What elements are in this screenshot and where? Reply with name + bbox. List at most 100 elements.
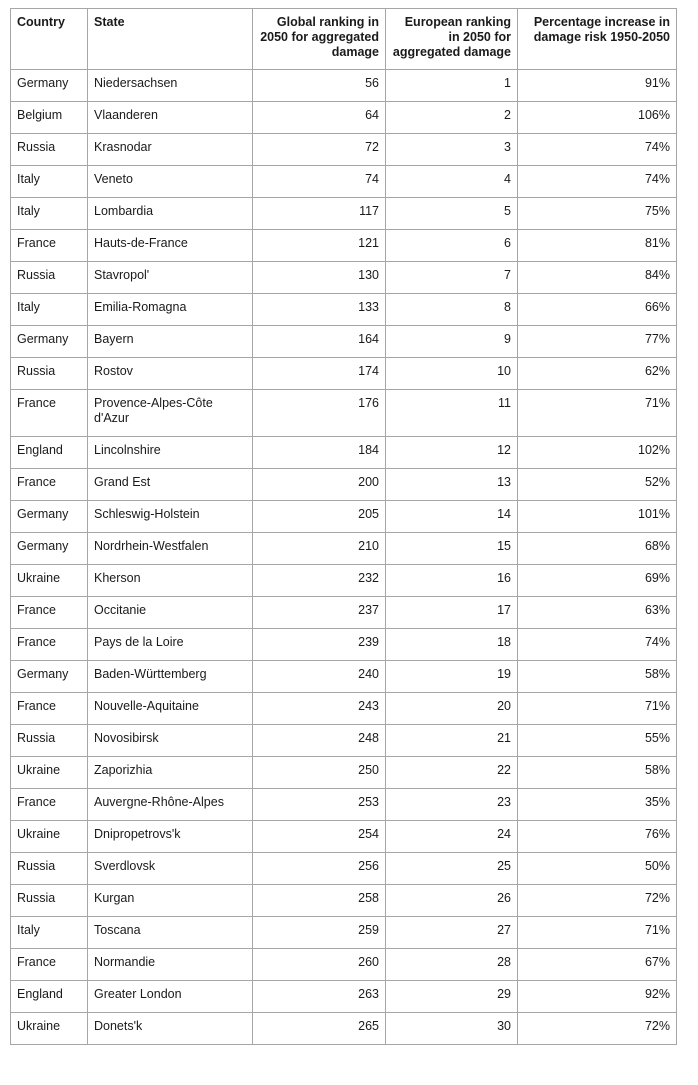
european-rank-cell: 8 (385, 293, 518, 326)
table-row: Ukraine Kherson 232 16 69% (10, 564, 677, 597)
european-rank-cell: 7 (385, 261, 518, 294)
table-row: Germany Baden-Württemberg 240 19 58% (10, 660, 677, 693)
percent-increase-cell: 102% (517, 436, 677, 469)
european-rank-cell: 26 (385, 884, 518, 917)
global-rank-cell: 260 (252, 948, 386, 981)
global-rank-cell: 237 (252, 596, 386, 629)
state-cell: Schleswig-Holstein (87, 500, 253, 533)
european-rank-cell: 19 (385, 660, 518, 693)
percent-increase-cell: 77% (517, 325, 677, 358)
european-rank-cell: 22 (385, 756, 518, 789)
table-header: Country State Global ranking in 2050 for… (10, 8, 677, 70)
table-row: France Hauts-de-France 121 6 81% (10, 229, 677, 262)
country-cell: France (10, 468, 88, 501)
european-rank-cell: 25 (385, 852, 518, 885)
state-cell: Kherson (87, 564, 253, 597)
global-rank-cell: 258 (252, 884, 386, 917)
state-cell: Normandie (87, 948, 253, 981)
state-cell: Emilia-Romagna (87, 293, 253, 326)
state-cell: Nouvelle-Aquitaine (87, 692, 253, 725)
table-row: France Auvergne-Rhône-Alpes 253 23 35% (10, 788, 677, 821)
country-cell: Ukraine (10, 756, 88, 789)
percent-increase-cell: 81% (517, 229, 677, 262)
global-rank-cell: 210 (252, 532, 386, 565)
european-rank-cell: 27 (385, 916, 518, 949)
global-rank-cell: 164 (252, 325, 386, 358)
country-cell: Russia (10, 261, 88, 294)
global-rank-cell: 250 (252, 756, 386, 789)
global-rank-cell: 72 (252, 133, 386, 166)
european-rank-cell: 21 (385, 724, 518, 757)
percent-increase-cell: 74% (517, 165, 677, 198)
country-cell: Germany (10, 500, 88, 533)
table-row: Russia Rostov 174 10 62% (10, 357, 677, 390)
state-cell: Stavropol' (87, 261, 253, 294)
european-rank-cell: 16 (385, 564, 518, 597)
global-rank-cell: 174 (252, 357, 386, 390)
table-row: Germany Bayern 164 9 77% (10, 325, 677, 358)
global-rank-cell: 176 (252, 389, 386, 437)
country-cell: Germany (10, 325, 88, 358)
country-cell: France (10, 788, 88, 821)
table-row: Russia Novosibirsk 248 21 55% (10, 724, 677, 757)
european-rank-cell: 11 (385, 389, 518, 437)
country-cell: Ukraine (10, 564, 88, 597)
table-row: Russia Kurgan 258 26 72% (10, 884, 677, 917)
state-cell: Provence-Alpes-Côte d'Azur (87, 389, 253, 437)
european-rank-cell: 24 (385, 820, 518, 853)
percent-increase-cell: 74% (517, 628, 677, 661)
header-row: Country State Global ranking in 2050 for… (10, 8, 677, 70)
european-rank-cell: 2 (385, 101, 518, 134)
country-cell: England (10, 436, 88, 469)
european-rank-cell: 13 (385, 468, 518, 501)
european-rank-cell: 10 (385, 357, 518, 390)
country-cell: England (10, 980, 88, 1013)
column-header-country: Country (10, 8, 88, 70)
country-cell: Germany (10, 532, 88, 565)
state-cell: Lincolnshire (87, 436, 253, 469)
rankings-table: Country State Global ranking in 2050 for… (10, 8, 677, 1045)
global-rank-cell: 64 (252, 101, 386, 134)
global-rank-cell: 184 (252, 436, 386, 469)
state-cell: Lombardia (87, 197, 253, 230)
european-rank-cell: 6 (385, 229, 518, 262)
column-header-european-ranking: European ranking in 2050 for aggregated … (385, 8, 518, 70)
european-rank-cell: 23 (385, 788, 518, 821)
country-cell: France (10, 596, 88, 629)
european-rank-cell: 3 (385, 133, 518, 166)
european-rank-cell: 29 (385, 980, 518, 1013)
column-header-state: State (87, 8, 253, 70)
global-rank-cell: 259 (252, 916, 386, 949)
state-cell: Kurgan (87, 884, 253, 917)
percent-increase-cell: 72% (517, 1012, 677, 1045)
state-cell: Occitanie (87, 596, 253, 629)
percent-increase-cell: 75% (517, 197, 677, 230)
column-header-percentage-increase: Percentage increase in damage risk 1950-… (517, 8, 677, 70)
table-row: Italy Lombardia 117 5 75% (10, 197, 677, 230)
table-row: France Occitanie 237 17 63% (10, 596, 677, 629)
table-row: Germany Niedersachsen 56 1 91% (10, 69, 677, 102)
percent-increase-cell: 101% (517, 500, 677, 533)
global-rank-cell: 232 (252, 564, 386, 597)
table-row: Ukraine Dnipropetrovs'k 254 24 76% (10, 820, 677, 853)
state-cell: Niedersachsen (87, 69, 253, 102)
european-rank-cell: 17 (385, 596, 518, 629)
percent-increase-cell: 91% (517, 69, 677, 102)
country-cell: Russia (10, 133, 88, 166)
country-cell: Russia (10, 724, 88, 757)
table-body: Germany Niedersachsen 56 1 91% Belgium Vlaande… (10, 69, 677, 1045)
global-rank-cell: 130 (252, 261, 386, 294)
country-cell: Italy (10, 197, 88, 230)
state-cell: Sverdlovsk (87, 852, 253, 885)
table-row: Russia Sverdlovsk 256 25 50% (10, 852, 677, 885)
european-rank-cell: 15 (385, 532, 518, 565)
table-row: Germany Schleswig-Holstein 205 14 101% (10, 500, 677, 533)
country-cell: France (10, 948, 88, 981)
global-rank-cell: 133 (252, 293, 386, 326)
table-row: France Pays de la Loire 239 18 74% (10, 628, 677, 661)
percent-increase-cell: 62% (517, 357, 677, 390)
state-cell: Grand Est (87, 468, 253, 501)
global-rank-cell: 263 (252, 980, 386, 1013)
table-row: England Lincolnshire 184 12 102% (10, 436, 677, 469)
state-cell: Hauts-de-France (87, 229, 253, 262)
